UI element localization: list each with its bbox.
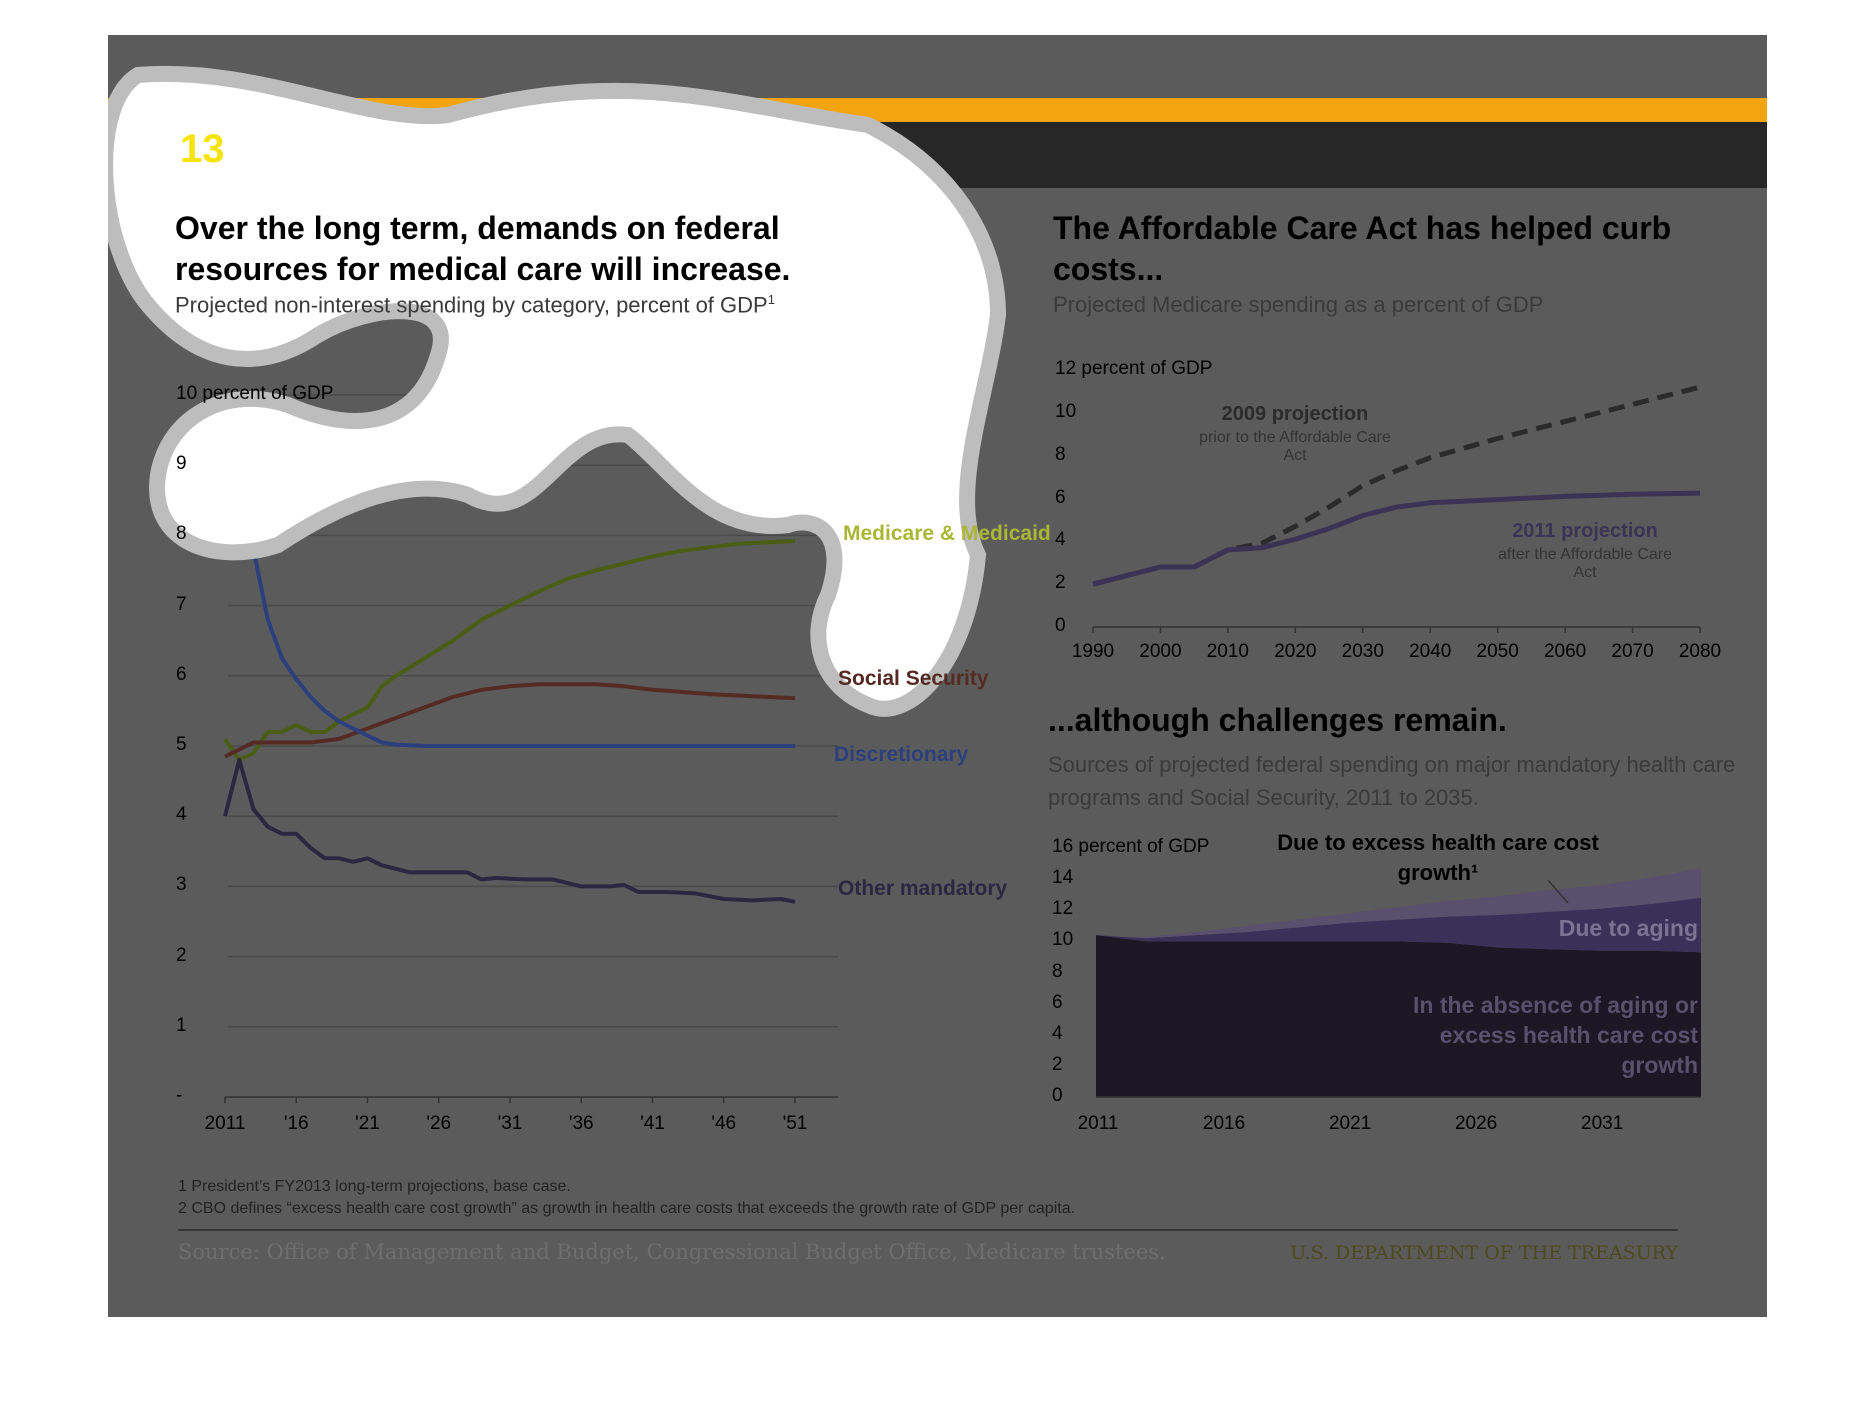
left-series-line bbox=[223, 539, 796, 762]
top-right-headline: The Affordable Care Act has helped curb … bbox=[1053, 210, 1672, 287]
footnote-1: 1 President’s FY2013 long-term projectio… bbox=[178, 1178, 571, 1195]
label-social-security: Social Security bbox=[838, 667, 989, 690]
category-label: Fiscal Policy bbox=[178, 99, 275, 116]
bottom-right-area bbox=[1096, 868, 1701, 939]
white-blob bbox=[108, 65, 1007, 717]
bottom-right-y-tick-label: 8 bbox=[1052, 960, 1063, 982]
bottom-right-headline: ...although challenges remain. bbox=[1048, 702, 1507, 738]
left-y-tick-label: 8 bbox=[176, 523, 187, 545]
top-right-x-tick-label: 2000 bbox=[1139, 641, 1182, 662]
slide-graphics bbox=[108, 35, 1767, 1317]
bottom-right-x-tick-label: 2021 bbox=[1328, 1113, 1372, 1134]
top-right-x-tick-label: 2080 bbox=[1678, 641, 1722, 662]
footnote-marker: 1 bbox=[767, 292, 775, 307]
top-right-y-tick-label: 0 bbox=[1055, 615, 1066, 636]
left-x-tick-label: '36 bbox=[568, 1113, 594, 1134]
left-x-tick-label: '51 bbox=[782, 1113, 808, 1134]
footnote-2: 2 CBO defines “excess health care cost g… bbox=[178, 1200, 1076, 1217]
bottom-right-y-tick-label: 0 bbox=[1052, 1085, 1063, 1106]
bottom-right-y-tick-label: 12 bbox=[1052, 898, 1074, 920]
top-right-y-tick-label: 2 bbox=[1055, 572, 1066, 594]
top-right-y-tick-label: 8 bbox=[1055, 443, 1066, 465]
left-x-tick-label: '31 bbox=[497, 1113, 523, 1134]
slide: Fiscal Policy 13 Drivers of Long-Term De… bbox=[108, 35, 1767, 1317]
top-right-x-tick-label: 2010 bbox=[1206, 641, 1250, 662]
left-x-tick-label: '26 bbox=[426, 1113, 452, 1134]
top-right-series-line bbox=[1092, 490, 1701, 587]
annotation-2009-note: prior to the Affordable Care Act bbox=[1199, 429, 1391, 464]
left-chart-lines bbox=[223, 481, 796, 904]
top-right-chart-axis bbox=[1092, 626, 1701, 633]
annotation-2011-note: after the Affordable Care Act bbox=[1497, 546, 1673, 581]
label-other-mandatory: Other mandatory bbox=[838, 877, 1008, 900]
slide-number: 13 bbox=[180, 127, 225, 171]
top-right-x-tick-label: 2020 bbox=[1274, 641, 1317, 662]
annotation-2011-title: 2011 projection bbox=[1512, 520, 1658, 542]
bottom-right-y-tick-label: 2 bbox=[1052, 1053, 1063, 1075]
bottom-right-x-tick-label: 2011 bbox=[1077, 1113, 1119, 1134]
bottom-right-area bbox=[1096, 935, 1701, 1097]
label-absence: In the absence of aging or excess health… bbox=[1413, 992, 1698, 1078]
top-right-x-tick-label: 2030 bbox=[1341, 641, 1384, 662]
bottom-right-y-tick-label: 14 bbox=[1052, 867, 1074, 889]
label-discretionary: Discretionary bbox=[834, 743, 969, 766]
top-right-y-tick-label: 10 bbox=[1055, 400, 1077, 422]
bottom-right-subtitle: Sources of projected federal spending on… bbox=[1048, 752, 1736, 810]
left-headline: Over the long term, demands on federal r… bbox=[175, 210, 791, 287]
left-y-tick-label: 4 bbox=[176, 804, 187, 826]
left-x-tick-label: '21 bbox=[355, 1113, 380, 1134]
left-x-tick-label: 2011 bbox=[204, 1113, 246, 1134]
left-subtitle: Projected non-interest spending by categ… bbox=[175, 292, 775, 318]
bottom-right-y-tick-label: 6 bbox=[1052, 991, 1063, 1013]
left-y-tick-label: 3 bbox=[176, 874, 187, 896]
top-right-subtitle: Projected Medicare spending as a percent… bbox=[1053, 292, 1544, 317]
left-x-tick-label: '46 bbox=[711, 1113, 737, 1134]
top-right-x-tick-label: 2060 bbox=[1543, 641, 1587, 662]
bottom-right-y-tick-label: 10 bbox=[1052, 929, 1074, 951]
left-y-tick-label: 5 bbox=[176, 734, 187, 755]
left-y-tick-label: 9 bbox=[176, 453, 187, 475]
left-series-line bbox=[223, 481, 795, 748]
left-y-tick-label: 6 bbox=[176, 663, 187, 685]
left-y-tick-label: 1 bbox=[176, 1014, 187, 1036]
left-chart-axis bbox=[224, 1096, 838, 1103]
bottom-right-y-tick-label: 4 bbox=[1052, 1022, 1063, 1044]
bottom-right-x-tick-label: 2026 bbox=[1454, 1113, 1498, 1134]
left-y-tick-label: 10 percent of GDP bbox=[176, 383, 334, 404]
left-x-tick-label: '41 bbox=[640, 1113, 665, 1134]
label-medicare: Medicare & Medicaid bbox=[843, 522, 1051, 545]
top-right-y-tick-label: 6 bbox=[1055, 486, 1066, 508]
left-y-tick-label: 2 bbox=[176, 944, 187, 966]
top-right-y-tick-label: 4 bbox=[1055, 529, 1066, 551]
label-due-to-aging: Due to aging bbox=[1558, 915, 1698, 941]
bottom-right-chart-areas bbox=[1096, 868, 1701, 1097]
top-right-x-tick-label: 2050 bbox=[1476, 641, 1519, 662]
slide-title: Drivers of Long-Term Deficits bbox=[253, 129, 853, 175]
top-right-x-tick-label: 2040 bbox=[1409, 641, 1452, 662]
label-excess-growth: Due to excess health care cost growth¹ bbox=[1277, 830, 1599, 885]
left-x-tick-label: '16 bbox=[283, 1113, 309, 1134]
top-right-x-tick-label: 2070 bbox=[1611, 641, 1654, 662]
left-y-tick-label: - bbox=[176, 1085, 183, 1106]
left-series-line bbox=[224, 682, 796, 759]
agency-name: U.S. DEPARTMENT OF THE TREASURY bbox=[1290, 1242, 1678, 1264]
bottom-right-x-tick-label: 2016 bbox=[1202, 1113, 1246, 1134]
bottom-right-y-tick-label: 16 percent of GDP bbox=[1052, 836, 1210, 857]
left-y-tick-label: 7 bbox=[176, 593, 187, 615]
top-right-x-tick-label: 1990 bbox=[1071, 641, 1115, 662]
top-right-chart-lines bbox=[1092, 384, 1701, 587]
top-right-y-tick-label: 12 percent of GDP bbox=[1055, 358, 1213, 379]
bottom-right-area bbox=[1096, 897, 1701, 953]
bottom-right-chart-axis bbox=[1096, 879, 1701, 1098]
source-line: Source: Office of Management and Budget,… bbox=[178, 1240, 1166, 1264]
excess-leader-line bbox=[1547, 879, 1569, 904]
annotation-2009-title: 2009 projection bbox=[1221, 403, 1369, 425]
left-series-line bbox=[223, 758, 796, 904]
bottom-right-x-tick-label: 2031 bbox=[1581, 1113, 1624, 1134]
